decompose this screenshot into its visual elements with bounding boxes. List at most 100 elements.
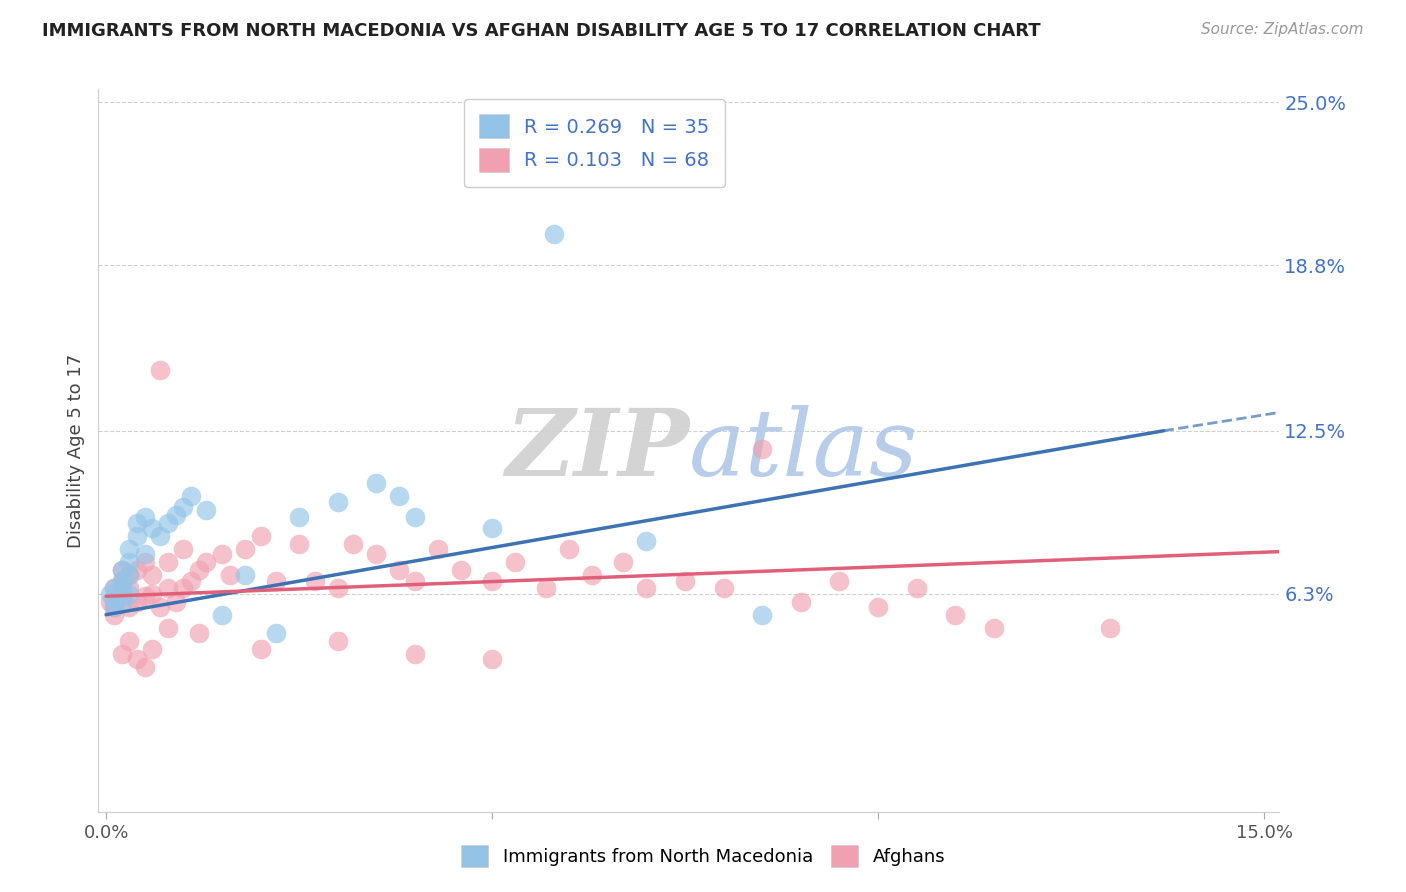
- Point: [187, 626, 209, 640]
- Point: [110, 563, 132, 577]
- Point: [288, 510, 311, 524]
- Point: [828, 574, 851, 588]
- Point: [326, 494, 349, 508]
- Point: [103, 599, 125, 614]
- Point: [134, 555, 156, 569]
- Point: [211, 547, 233, 561]
- Point: [983, 621, 1005, 635]
- Point: [264, 574, 287, 588]
- Y-axis label: Disability Age 5 to 17: Disability Age 5 to 17: [66, 353, 84, 548]
- Text: Source: ZipAtlas.com: Source: ZipAtlas.com: [1201, 22, 1364, 37]
- Point: [233, 568, 256, 582]
- Point: [326, 582, 349, 596]
- Point: [110, 574, 132, 588]
- Point: [156, 582, 179, 596]
- Point: [581, 568, 603, 582]
- Point: [1098, 621, 1121, 635]
- Point: [366, 476, 388, 491]
- Point: [636, 582, 658, 596]
- Point: [134, 547, 156, 561]
- Point: [110, 563, 132, 577]
- Point: [366, 547, 388, 561]
- Point: [125, 516, 148, 530]
- Text: ZIP: ZIP: [505, 406, 689, 495]
- Legend: R = 0.269   N = 35, R = 0.103   N = 68: R = 0.269 N = 35, R = 0.103 N = 68: [464, 99, 725, 187]
- Point: [118, 582, 141, 596]
- Point: [543, 227, 565, 241]
- Point: [558, 541, 581, 556]
- Point: [342, 537, 364, 551]
- Point: [118, 634, 141, 648]
- Point: [110, 574, 132, 588]
- Point: [141, 587, 163, 601]
- Point: [534, 582, 557, 596]
- Point: [98, 594, 121, 608]
- Point: [110, 589, 132, 603]
- Point: [103, 599, 125, 614]
- Point: [288, 537, 311, 551]
- Point: [172, 500, 194, 514]
- Point: [118, 568, 141, 582]
- Point: [165, 594, 187, 608]
- Point: [118, 587, 141, 601]
- Point: [110, 647, 132, 661]
- Point: [503, 555, 526, 569]
- Point: [868, 599, 890, 614]
- Point: [450, 563, 472, 577]
- Point: [233, 541, 256, 556]
- Point: [165, 508, 187, 522]
- Point: [125, 652, 148, 666]
- Point: [195, 555, 218, 569]
- Point: [481, 521, 503, 535]
- Point: [326, 634, 349, 648]
- Point: [218, 568, 240, 582]
- Point: [103, 582, 125, 596]
- Point: [404, 574, 426, 588]
- Text: atlas: atlas: [689, 406, 918, 495]
- Point: [118, 541, 141, 556]
- Point: [636, 534, 658, 549]
- Point: [249, 529, 271, 543]
- Point: [180, 574, 202, 588]
- Point: [134, 510, 156, 524]
- Point: [905, 582, 928, 596]
- Point: [249, 641, 271, 656]
- Point: [103, 594, 125, 608]
- Point: [118, 555, 141, 569]
- Point: [404, 510, 426, 524]
- Point: [673, 574, 696, 588]
- Point: [118, 568, 141, 582]
- Point: [125, 529, 148, 543]
- Point: [141, 568, 163, 582]
- Point: [790, 594, 813, 608]
- Point: [134, 589, 156, 603]
- Point: [304, 574, 326, 588]
- Text: IMMIGRANTS FROM NORTH MACEDONIA VS AFGHAN DISABILITY AGE 5 TO 17 CORRELATION CHA: IMMIGRANTS FROM NORTH MACEDONIA VS AFGHA…: [42, 22, 1040, 40]
- Point: [103, 607, 125, 622]
- Point: [156, 621, 179, 635]
- Point: [187, 563, 209, 577]
- Point: [125, 594, 148, 608]
- Point: [751, 607, 773, 622]
- Legend: Immigrants from North Macedonia, Afghans: Immigrants from North Macedonia, Afghans: [454, 838, 952, 874]
- Point: [943, 607, 966, 622]
- Point: [149, 363, 172, 377]
- Point: [427, 541, 450, 556]
- Point: [388, 563, 411, 577]
- Point: [172, 582, 194, 596]
- Point: [211, 607, 233, 622]
- Point: [156, 516, 179, 530]
- Point: [156, 555, 179, 569]
- Point: [110, 594, 132, 608]
- Point: [141, 641, 163, 656]
- Point: [149, 599, 172, 614]
- Point: [751, 442, 773, 457]
- Point: [118, 599, 141, 614]
- Point: [110, 582, 132, 596]
- Point: [125, 563, 148, 577]
- Point: [149, 529, 172, 543]
- Point: [481, 574, 503, 588]
- Point: [404, 647, 426, 661]
- Point: [388, 490, 411, 504]
- Point: [141, 521, 163, 535]
